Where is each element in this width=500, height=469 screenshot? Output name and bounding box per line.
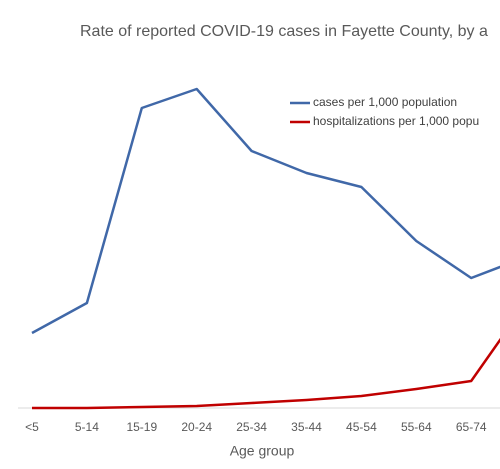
series-line xyxy=(32,337,500,410)
chart-title: Rate of reported COVID-19 cases in Fayet… xyxy=(80,23,488,40)
x-tick-label: <5 xyxy=(25,420,39,434)
legend-label: cases per 1,000 population xyxy=(313,95,457,109)
x-tick-label: 45-54 xyxy=(346,420,377,434)
x-tick-label: 15-19 xyxy=(126,420,157,434)
x-tick-label: 20-24 xyxy=(181,420,212,434)
legend-label: hospitalizations per 1,000 popu xyxy=(313,114,479,128)
series-line xyxy=(31,87,500,335)
x-axis-label: Age group xyxy=(230,443,295,459)
x-tick-label: 25-34 xyxy=(236,420,267,434)
x-tick-label: 65-74 xyxy=(456,420,487,434)
x-tick-label: 5-14 xyxy=(75,420,99,434)
x-tick-label: 55-64 xyxy=(401,420,432,434)
x-tick-label: 35-44 xyxy=(291,420,322,434)
